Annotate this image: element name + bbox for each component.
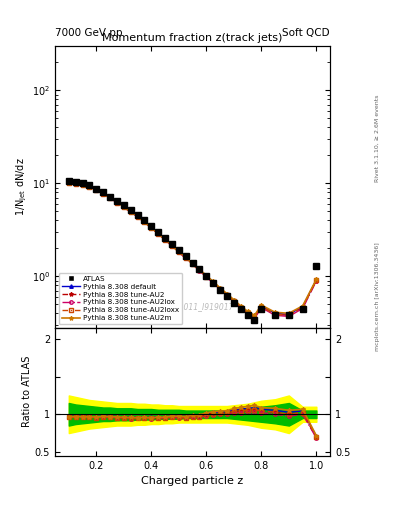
X-axis label: Charged particle z: Charged particle z (141, 476, 244, 486)
Y-axis label: 1/N$_\mathrm{jet}$ dN/dz: 1/N$_\mathrm{jet}$ dN/dz (15, 158, 29, 216)
Legend: ATLAS, Pythia 8.308 default, Pythia 8.308 tune-AU2, Pythia 8.308 tune-AU2lox, Py: ATLAS, Pythia 8.308 default, Pythia 8.30… (59, 273, 182, 324)
Text: mcplots.cern.ch [arXiv:1306.3436]: mcplots.cern.ch [arXiv:1306.3436] (375, 243, 380, 351)
Text: ATLAS_2011_I919017: ATLAS_2011_I919017 (151, 302, 234, 311)
Text: 7000 GeV pp: 7000 GeV pp (55, 28, 123, 38)
Title: Momentum fraction z(track jets): Momentum fraction z(track jets) (103, 33, 283, 42)
Text: Rivet 3.1.10, ≥ 2.6M events: Rivet 3.1.10, ≥ 2.6M events (375, 95, 380, 182)
Text: Soft QCD: Soft QCD (283, 28, 330, 38)
Y-axis label: Ratio to ATLAS: Ratio to ATLAS (22, 356, 32, 428)
